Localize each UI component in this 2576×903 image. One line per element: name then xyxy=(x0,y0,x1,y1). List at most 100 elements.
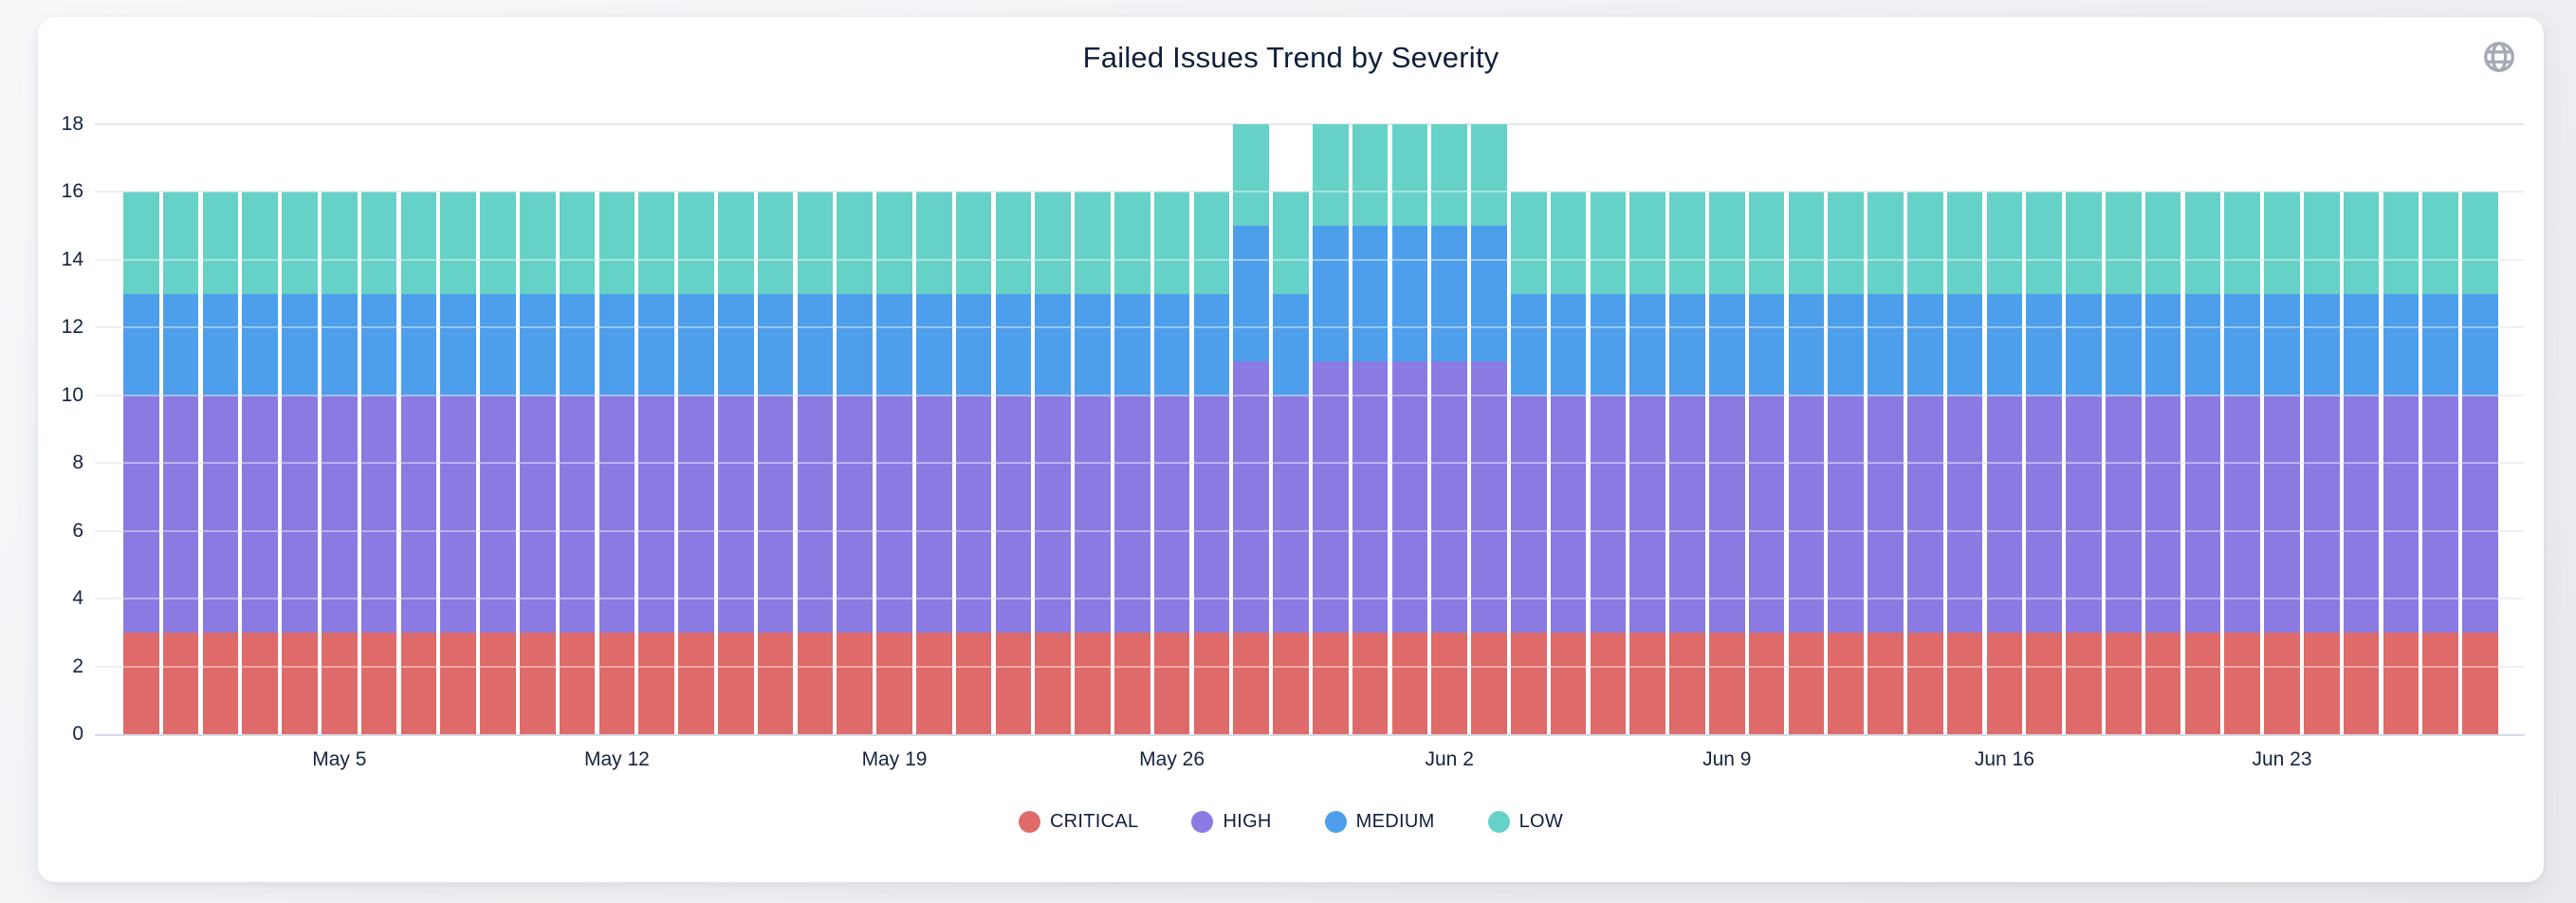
bar[interactable] xyxy=(1193,192,1230,734)
bar-segment-medium[interactable] xyxy=(1114,293,1150,396)
bar-segment-critical[interactable] xyxy=(1709,632,1745,734)
bar-segment-high[interactable] xyxy=(1550,395,1587,633)
bar-segment-low[interactable] xyxy=(559,192,596,294)
bar-segment-low[interactable] xyxy=(2106,192,2142,294)
bar-segment-low[interactable] xyxy=(1748,192,1785,294)
bar-segment-high[interactable] xyxy=(2026,395,2062,633)
bar[interactable] xyxy=(2343,192,2380,734)
bar-segment-critical[interactable] xyxy=(1471,632,1507,734)
bar-segment-critical[interactable] xyxy=(400,632,437,734)
bar-segment-low[interactable] xyxy=(797,192,834,294)
bar-segment-high[interactable] xyxy=(876,395,912,633)
bar-segment-medium[interactable] xyxy=(598,293,635,396)
bar-segment-medium[interactable] xyxy=(1233,226,1269,362)
bar-segment-critical[interactable] xyxy=(1788,632,1825,734)
bar[interactable] xyxy=(1313,124,1349,734)
bar-segment-high[interactable] xyxy=(123,395,159,633)
bar-segment-high[interactable] xyxy=(1629,395,1665,633)
bar-segment-medium[interactable] xyxy=(520,293,556,396)
bar-segment-high[interactable] xyxy=(440,395,476,633)
bar-segment-low[interactable] xyxy=(360,192,397,294)
bar-segment-high[interactable] xyxy=(837,395,873,633)
bar-segment-critical[interactable] xyxy=(1986,632,2023,734)
bar-segment-medium[interactable] xyxy=(2026,293,2062,396)
bar-segment-high[interactable] xyxy=(400,395,437,633)
bar-segment-low[interactable] xyxy=(1629,192,1665,294)
bar-segment-critical[interactable] xyxy=(520,632,556,734)
bar-segment-critical[interactable] xyxy=(1313,632,1349,734)
bar-segment-critical[interactable] xyxy=(2343,632,2380,734)
bar-segment-critical[interactable] xyxy=(1035,632,1071,734)
bar-segment-low[interactable] xyxy=(2224,192,2260,294)
bar-segment-high[interactable] xyxy=(2343,395,2380,633)
bar[interactable] xyxy=(400,192,437,734)
bar-segment-medium[interactable] xyxy=(559,293,596,396)
bar-segment-medium[interactable] xyxy=(2144,293,2181,396)
bar-segment-medium[interactable] xyxy=(162,293,199,396)
bar-segment-critical[interactable] xyxy=(916,632,952,734)
bar-segment-low[interactable] xyxy=(202,192,239,294)
bar-segment-low[interactable] xyxy=(1511,192,1547,294)
bar-segment-medium[interactable] xyxy=(678,293,714,396)
bar-segment-high[interactable] xyxy=(2184,395,2221,633)
bar-segment-high[interactable] xyxy=(1193,395,1230,633)
bar-segment-high[interactable] xyxy=(2264,395,2300,633)
bar-segment-medium[interactable] xyxy=(1273,293,1309,396)
bar-segment-medium[interactable] xyxy=(202,293,239,396)
bar-segment-medium[interactable] xyxy=(1907,293,1943,396)
bar-segment-low[interactable] xyxy=(678,192,714,294)
bar-segment-medium[interactable] xyxy=(2462,293,2498,396)
bar[interactable] xyxy=(559,192,596,734)
bar-segment-critical[interactable] xyxy=(2422,632,2458,734)
bar-segment-medium[interactable] xyxy=(916,293,952,396)
bar[interactable] xyxy=(837,192,873,734)
bar-segment-high[interactable] xyxy=(2383,395,2420,633)
bar-segment-high[interactable] xyxy=(1153,395,1190,633)
bar-segment-critical[interactable] xyxy=(2026,632,2062,734)
bar[interactable] xyxy=(1550,192,1587,734)
bar-segment-low[interactable] xyxy=(162,192,199,294)
bar-segment-medium[interactable] xyxy=(1035,293,1071,396)
bar-segment-high[interactable] xyxy=(242,395,278,633)
bar-segment-medium[interactable] xyxy=(123,293,159,396)
bar-segment-low[interactable] xyxy=(1788,192,1825,294)
bar-segment-low[interactable] xyxy=(322,192,358,294)
bar-segment-high[interactable] xyxy=(1431,361,1467,633)
bar-segment-high[interactable] xyxy=(1313,361,1349,633)
bar-segment-low[interactable] xyxy=(400,192,437,294)
bar-segment-low[interactable] xyxy=(1709,192,1745,294)
bar-segment-low[interactable] xyxy=(1590,192,1627,294)
bar-segment-critical[interactable] xyxy=(995,632,1032,734)
bar-segment-low[interactable] xyxy=(1075,192,1111,294)
bar-segment-critical[interactable] xyxy=(2264,632,2300,734)
bar-segment-critical[interactable] xyxy=(322,632,358,734)
bar-segment-low[interactable] xyxy=(282,192,318,294)
bar-segment-low[interactable] xyxy=(2066,192,2102,294)
bar-segment-high[interactable] xyxy=(322,395,358,633)
bar-segment-low[interactable] xyxy=(718,192,754,294)
bar-segment-critical[interactable] xyxy=(559,632,596,734)
bar-segment-high[interactable] xyxy=(1907,395,1943,633)
bar-segment-low[interactable] xyxy=(598,192,635,294)
bar[interactable] xyxy=(480,192,516,734)
bar-segment-critical[interactable] xyxy=(2304,632,2340,734)
bar[interactable] xyxy=(718,192,754,734)
bar[interactable] xyxy=(2026,192,2062,734)
bar-segment-low[interactable] xyxy=(1431,124,1467,227)
bar-segment-medium[interactable] xyxy=(242,293,278,396)
bar-segment-high[interactable] xyxy=(797,395,834,633)
legend-item-low[interactable]: LOW xyxy=(1487,811,1563,833)
bar-segment-high[interactable] xyxy=(1946,395,1983,633)
bar-segment-high[interactable] xyxy=(1352,361,1389,633)
bar-segment-critical[interactable] xyxy=(1193,632,1230,734)
bar-segment-high[interactable] xyxy=(2144,395,2181,633)
bar-segment-low[interactable] xyxy=(2026,192,2062,294)
bar[interactable] xyxy=(1868,192,1904,734)
bar-segment-low[interactable] xyxy=(1391,124,1428,227)
bar-segment-high[interactable] xyxy=(1233,361,1269,633)
bar-segment-low[interactable] xyxy=(638,192,674,294)
bar[interactable] xyxy=(1114,192,1150,734)
bar[interactable] xyxy=(1986,192,2023,734)
bar[interactable] xyxy=(1828,192,1864,734)
bar-segment-high[interactable] xyxy=(480,395,516,633)
